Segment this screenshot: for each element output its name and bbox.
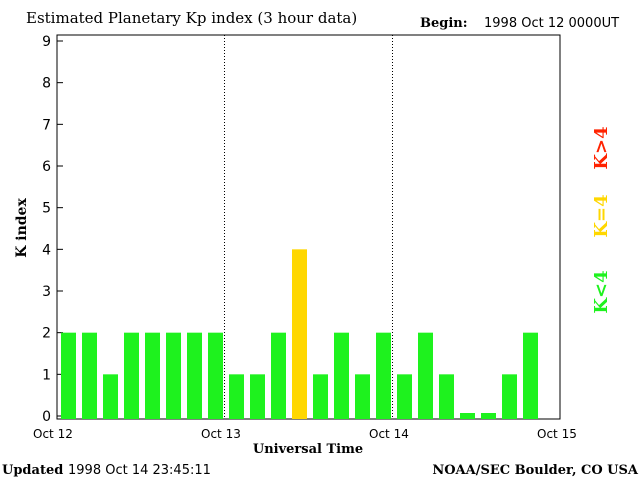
- bars: [61, 249, 538, 419]
- kp-bar-3: [124, 332, 139, 419]
- credit: NOAA/SEC Boulder, CO USA: [432, 463, 639, 478]
- x-tick-oct15: Oct 15: [537, 427, 577, 441]
- kp-bar-5: [166, 332, 181, 419]
- legend-k-equal-4: K=4: [591, 194, 612, 237]
- y-axis-label: K index: [14, 198, 30, 258]
- kp-bar-13: [334, 332, 349, 419]
- y-tick-label-3: 3: [42, 284, 51, 300]
- kp-bar-18: [439, 374, 454, 419]
- kp-bar-6: [187, 332, 202, 419]
- chart-title: Estimated Planetary Kp index (3 hour dat…: [26, 9, 357, 27]
- y-tick-label-4: 4: [42, 242, 51, 258]
- begin-label: Begin:: [420, 16, 468, 31]
- kp-bar-22: [523, 332, 538, 419]
- kp-bar-7: [208, 332, 223, 419]
- begin-value: 1998 Oct 12 0000UT: [484, 16, 619, 31]
- kp-bar-0: [61, 332, 76, 419]
- plot-frame: [56, 34, 561, 420]
- kp-bar-9: [250, 374, 265, 419]
- kp-bar-11: [292, 249, 307, 419]
- y-tick-label-9: 9: [42, 34, 51, 50]
- updated-label: Updated: [2, 463, 63, 478]
- y-tick-label-7: 7: [42, 117, 51, 133]
- updated-value: 1998 Oct 14 23:45:11: [68, 463, 211, 478]
- kp-bar-15: [376, 332, 391, 419]
- kp-bar-20: [481, 413, 496, 419]
- y-tick-label-5: 5: [42, 201, 51, 217]
- x-tick-oct14: Oct 14: [369, 427, 409, 441]
- kp-bar-16: [397, 374, 412, 419]
- x-tick-oct12: Oct 12: [33, 427, 73, 441]
- kp-bar-14: [355, 374, 370, 419]
- kp-bar-1: [82, 332, 97, 419]
- kp-bar-4: [145, 332, 160, 419]
- y-axis: 0 1 2 3 4 5 6 7 8 9: [42, 34, 63, 425]
- y-tick-label-1: 1: [42, 367, 51, 383]
- legend-k-below-4: K<4: [591, 270, 612, 313]
- kp-bar-8: [229, 374, 244, 419]
- kp-bar-19: [460, 413, 475, 419]
- y-tick-label-2: 2: [42, 326, 51, 342]
- x-tick-oct13: Oct 13: [201, 427, 241, 441]
- y-tick-label-6: 6: [42, 159, 51, 175]
- x-axis-label: Universal Time: [253, 442, 363, 457]
- kp-bar-21: [502, 374, 517, 419]
- legend-k-above-4: K>4: [591, 126, 612, 169]
- kp-bar-10: [271, 332, 286, 419]
- kp-bar-17: [418, 332, 433, 419]
- y-tick-label-8: 8: [42, 76, 51, 92]
- kp-bar-12: [313, 374, 328, 419]
- kp-bar-2: [103, 374, 118, 419]
- y-tick-label-0: 0: [42, 409, 51, 425]
